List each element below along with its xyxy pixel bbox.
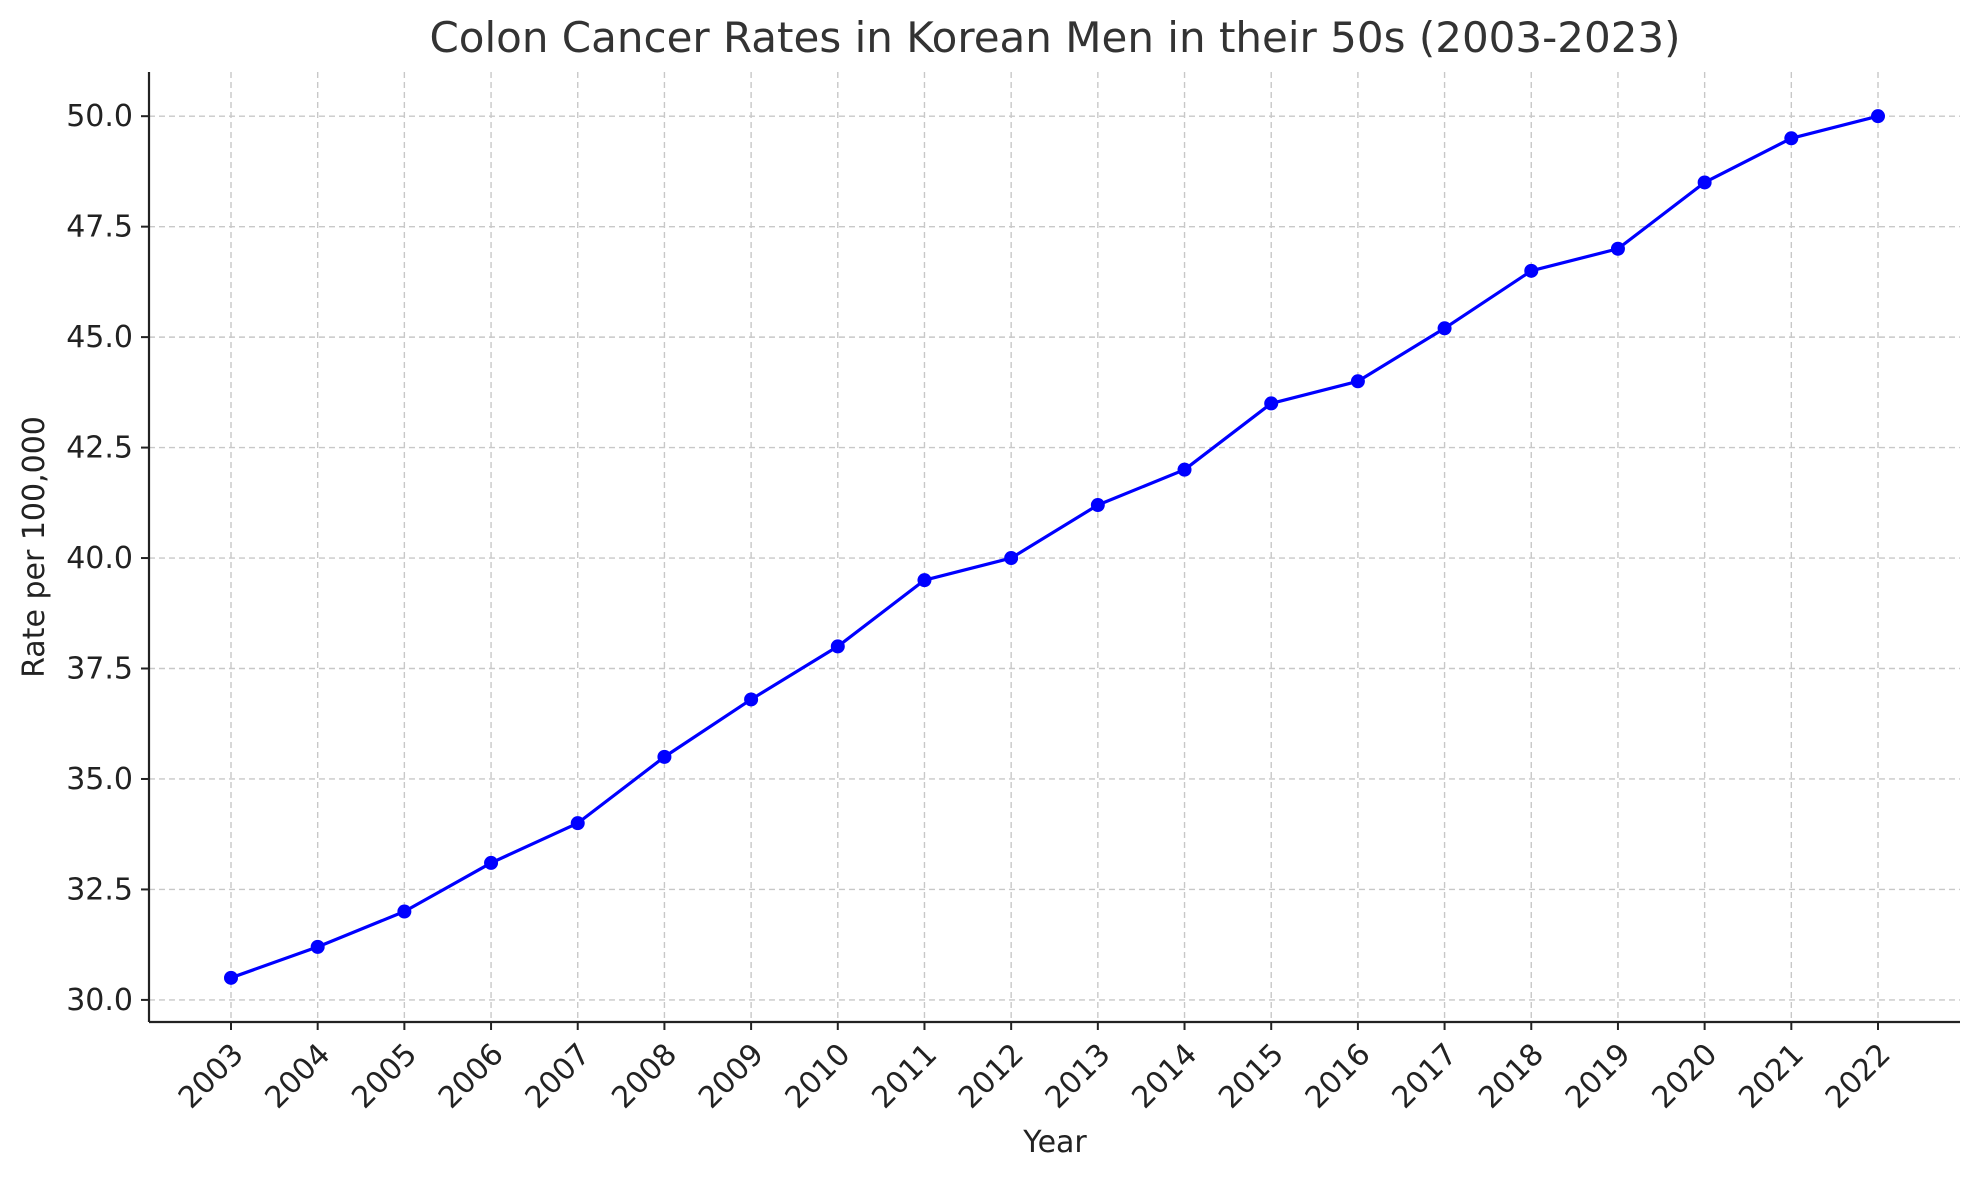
x-tick-label: 2016 xyxy=(1299,1037,1378,1116)
y-tick-label: 37.5 xyxy=(66,652,133,687)
x-tick-label: 2006 xyxy=(432,1037,511,1116)
series-line xyxy=(229,114,1880,980)
axes-layer xyxy=(147,72,1960,1024)
data-point xyxy=(657,749,672,764)
x-tick-label: 2012 xyxy=(952,1037,1031,1116)
data-point xyxy=(1437,321,1452,336)
x-tick-label: 2020 xyxy=(1646,1037,1725,1116)
data-point xyxy=(830,639,845,654)
data-point xyxy=(1350,374,1365,389)
y-tick-label: 45.0 xyxy=(66,320,133,355)
x-tick-label: 2009 xyxy=(692,1037,771,1116)
x-tick-label: 2018 xyxy=(1472,1037,1551,1116)
x-tick-label: 2013 xyxy=(1039,1037,1118,1116)
data-point xyxy=(1264,396,1279,411)
y-axis-ticks: 30.0 32.5 35.0 37.5 40.0 42.5 45.0 47.5 50.0 xyxy=(66,99,149,1018)
data-point xyxy=(310,939,325,954)
data-point xyxy=(484,855,499,870)
y-tick-label: 42.5 xyxy=(66,431,133,466)
data-point xyxy=(1177,462,1192,477)
x-tick-label: 2014 xyxy=(1125,1037,1204,1116)
data-point xyxy=(917,573,932,588)
grid-layer xyxy=(149,72,1960,1022)
y-tick-label: 35.0 xyxy=(66,762,133,797)
data-point xyxy=(1784,131,1799,146)
y-tick-label: 30.0 xyxy=(66,983,133,1018)
x-tick-label: 2017 xyxy=(1385,1037,1464,1116)
y-tick-label: 47.5 xyxy=(66,210,133,245)
x-tick-label: 2015 xyxy=(1212,1037,1291,1116)
data-point xyxy=(1004,551,1019,566)
x-tick-label: 2019 xyxy=(1559,1037,1638,1116)
x-tick-label: 2021 xyxy=(1732,1037,1811,1116)
series-layer xyxy=(224,109,1885,985)
data-point xyxy=(1610,241,1625,256)
y-tick-label: 50.0 xyxy=(66,99,133,134)
x-axis-label: Year xyxy=(1022,1125,1087,1160)
data-point xyxy=(1524,263,1539,278)
x-tick-label: 2011 xyxy=(865,1037,944,1116)
data-point xyxy=(397,904,412,919)
data-point xyxy=(1090,498,1105,513)
x-tick-label: 2004 xyxy=(259,1037,338,1116)
y-tick-label: 40.0 xyxy=(66,541,133,576)
x-tick-label: 2022 xyxy=(1819,1037,1898,1116)
data-point xyxy=(224,970,238,985)
y-axis-label: Rate per 100,000 xyxy=(17,416,52,678)
x-tick-label: 2007 xyxy=(519,1037,598,1116)
x-axis-ticks: 2003 2004 2005 2006 2007 2008 2009 2010 2011 2012… xyxy=(172,1022,1898,1116)
chart-title: Colon Cancer Rates in Korean Men in thei… xyxy=(429,13,1680,62)
x-tick-label: 2008 xyxy=(605,1037,684,1116)
data-point xyxy=(1697,175,1712,190)
data-point xyxy=(744,692,759,707)
x-tick-label: 2003 xyxy=(172,1037,251,1116)
x-tick-label: 2010 xyxy=(779,1037,858,1116)
data-point xyxy=(570,816,585,831)
x-tick-label: 2005 xyxy=(345,1037,424,1116)
y-tick-label: 32.5 xyxy=(66,872,133,907)
data-point xyxy=(1871,109,1885,124)
